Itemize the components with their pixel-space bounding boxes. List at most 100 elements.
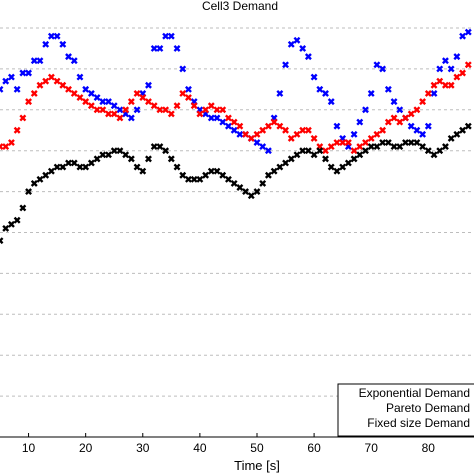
- data-point: [459, 32, 467, 40]
- data-point: [242, 130, 250, 138]
- data-point: [179, 89, 187, 97]
- data-point: [310, 151, 318, 159]
- data-point: [202, 106, 210, 114]
- data-point: [224, 122, 232, 130]
- data-point: [59, 40, 67, 48]
- data-point: [127, 98, 135, 106]
- data-point: [150, 143, 158, 151]
- data-point: [196, 175, 204, 183]
- data-point: [299, 126, 307, 134]
- data-point: [150, 45, 158, 52]
- data-point: [276, 122, 284, 130]
- data-point: [390, 98, 398, 106]
- data-point: [373, 130, 381, 138]
- data-point: [304, 147, 312, 155]
- data-point: [436, 147, 444, 155]
- data-point: [362, 147, 369, 155]
- data-point: [379, 139, 387, 146]
- data-point: [167, 32, 175, 40]
- data-point: [379, 65, 387, 73]
- data-point: [259, 143, 267, 151]
- series-3: [0, 122, 472, 245]
- data-point: [105, 98, 112, 106]
- data-point: [42, 171, 50, 179]
- data-point: [13, 126, 21, 134]
- data-point: [441, 57, 449, 65]
- data-point: [127, 114, 135, 122]
- data-point: [42, 77, 50, 85]
- data-point: [87, 159, 95, 167]
- data-point: [447, 134, 455, 142]
- data-point: [25, 69, 33, 77]
- chart-title: Cell3 Demand: [202, 0, 278, 13]
- data-point: [367, 134, 375, 142]
- data-point: [76, 73, 84, 81]
- data-point: [282, 159, 289, 167]
- data-point: [390, 143, 398, 151]
- data-point: [173, 163, 181, 171]
- data-point: [70, 89, 78, 97]
- data-point: [207, 167, 215, 175]
- data-point: [350, 147, 358, 155]
- data-point: [202, 171, 210, 179]
- data-point: [322, 155, 329, 163]
- data-point: [99, 98, 107, 106]
- data-point: [464, 61, 472, 69]
- data-point: [379, 126, 387, 134]
- data-point: [70, 57, 78, 65]
- data-point: [53, 163, 61, 171]
- data-point: [110, 147, 118, 155]
- data-point: [407, 122, 415, 130]
- data-point: [264, 171, 272, 179]
- data-point: [396, 106, 404, 114]
- data-point: [76, 94, 84, 101]
- x-tick-label: 10: [22, 441, 36, 455]
- data-point: [367, 89, 375, 97]
- x-tick-label: 80: [422, 441, 436, 455]
- data-point: [430, 89, 438, 97]
- data-point: [293, 130, 301, 138]
- data-point: [384, 139, 392, 146]
- data-point: [230, 179, 238, 187]
- data-point: [213, 114, 221, 122]
- data-point: [236, 184, 244, 191]
- data-point: [276, 89, 284, 97]
- data-point: [293, 36, 301, 44]
- data-point: [30, 57, 38, 65]
- data-point: [25, 98, 33, 106]
- data-point: [30, 179, 38, 187]
- data-point: [156, 45, 164, 52]
- data-point: [396, 143, 404, 151]
- data-point: [19, 204, 27, 212]
- data-point: [333, 139, 341, 146]
- data-point: [247, 192, 255, 200]
- data-point: [270, 118, 278, 126]
- data-point: [356, 151, 364, 159]
- data-point: [2, 143, 10, 151]
- data-point: [441, 143, 449, 151]
- data-point: [304, 126, 312, 134]
- data-point: [402, 114, 409, 122]
- data-point: [0, 143, 4, 151]
- data-point: [76, 163, 84, 171]
- data-point: [93, 106, 101, 114]
- data-point: [384, 118, 392, 126]
- data-point: [327, 98, 335, 106]
- data-point: [362, 106, 369, 114]
- data-point: [82, 98, 90, 106]
- legend-entry-exponential: Exponential Demand: [359, 386, 470, 400]
- data-point: [322, 89, 329, 97]
- data-point: [287, 155, 295, 163]
- series-markers: [0, 28, 472, 245]
- data-point: [47, 73, 55, 81]
- data-point: [7, 139, 15, 146]
- data-point: [424, 147, 432, 155]
- data-point: [156, 143, 164, 151]
- data-point: [224, 175, 232, 183]
- data-point: [413, 106, 421, 114]
- data-point: [87, 102, 95, 110]
- data-point: [59, 163, 67, 171]
- data-point: [162, 147, 170, 155]
- data-point: [299, 147, 307, 155]
